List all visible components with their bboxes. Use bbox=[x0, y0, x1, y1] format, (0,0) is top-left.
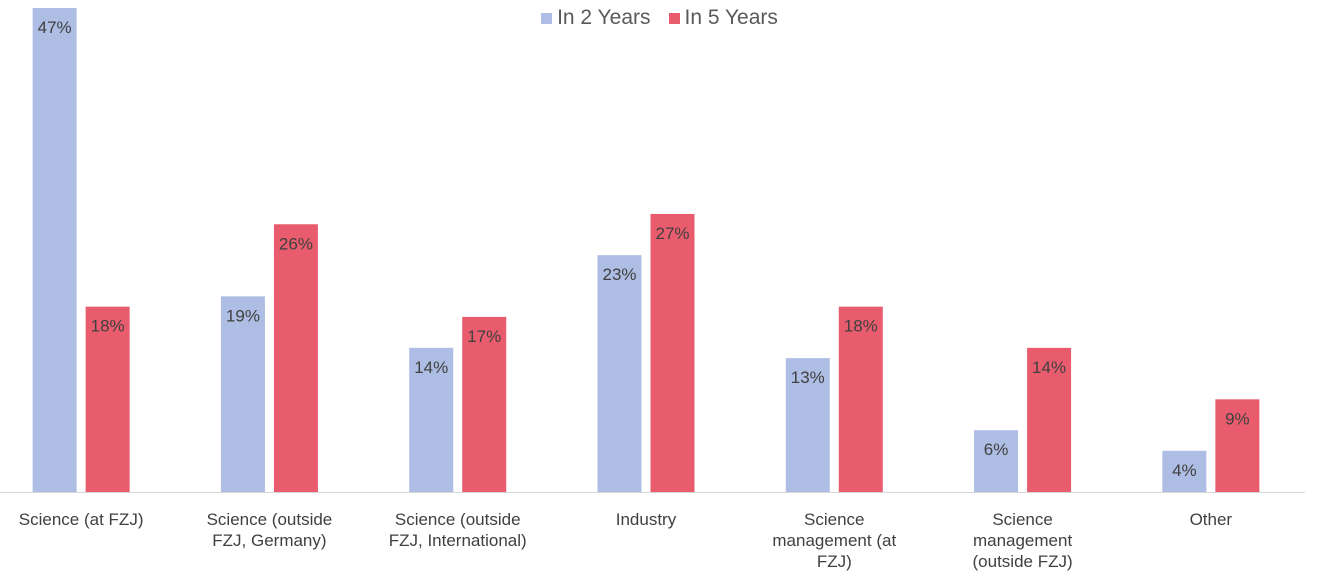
category-label-line: Industry bbox=[616, 510, 677, 529]
category-label-1: Science (outside FZJ, Germany) bbox=[207, 510, 333, 550]
bar-in-2-years-3 bbox=[597, 255, 642, 492]
data-label-in-5-years-3: 27% bbox=[655, 224, 689, 243]
data-label-in-2-years-4: 13% bbox=[791, 368, 825, 387]
data-label-in-2-years-2: 14% bbox=[414, 358, 448, 377]
data-label-in-5-years-6: 9% bbox=[1225, 409, 1250, 428]
category-label-line: management bbox=[973, 531, 1073, 550]
category-label-2: Science (outside FZJ, International) bbox=[389, 510, 527, 550]
data-label-in-2-years-1: 19% bbox=[226, 306, 260, 325]
legend-label-in-2-years: In 2 Years bbox=[557, 6, 651, 29]
category-label-line: Science (at FZJ) bbox=[19, 510, 144, 529]
data-label-in-2-years-6: 4% bbox=[1172, 461, 1197, 480]
category-label-line: Science (outside bbox=[207, 510, 333, 529]
bar-in-5-years-1 bbox=[273, 224, 318, 493]
category-label-0: Science (at FZJ) bbox=[19, 510, 144, 529]
data-label-in-5-years-4: 18% bbox=[844, 317, 878, 336]
legend-item-in-2-years: In 2 Years bbox=[541, 6, 651, 30]
category-label-line: FZJ) bbox=[817, 552, 852, 571]
legend-item-in-5-years: In 5 Years bbox=[668, 6, 778, 30]
bar-in-2-years-6 bbox=[1162, 450, 1207, 492]
category-label-line: Science bbox=[992, 510, 1052, 529]
bar-in-5-years-3 bbox=[650, 213, 695, 492]
category-label-line: Science (outside bbox=[395, 510, 521, 529]
bar-in-2-years-4 bbox=[785, 358, 830, 492]
category-label-line: Science bbox=[804, 510, 864, 529]
data-label-in-5-years-5: 14% bbox=[1032, 358, 1066, 377]
category-label-3: Industry bbox=[616, 510, 677, 529]
legend: In 2 Years In 5 Years bbox=[0, 6, 1319, 30]
bar-in-2-years-2 bbox=[409, 347, 454, 492]
data-label-in-5-years-1: 26% bbox=[279, 234, 313, 253]
bar-in-2-years-1 bbox=[220, 296, 265, 492]
category-label-line: (outside FZJ) bbox=[973, 552, 1073, 571]
data-label-in-2-years-5: 6% bbox=[984, 440, 1009, 459]
category-label-line: management (at bbox=[772, 531, 896, 550]
data-label-in-2-years-0: 47% bbox=[38, 18, 72, 37]
legend-label-in-5-years: In 5 Years bbox=[684, 6, 778, 29]
legend-swatch-in-5-years bbox=[668, 12, 680, 24]
category-label-6: Other bbox=[1190, 510, 1233, 529]
legend-swatch-in-2-years bbox=[541, 12, 553, 24]
data-label-in-5-years-0: 18% bbox=[91, 317, 125, 336]
category-label-5: Science management (outside FZJ) bbox=[973, 510, 1073, 571]
bar-in-5-years-4 bbox=[838, 306, 883, 492]
bar-in-5-years-0 bbox=[85, 306, 130, 492]
category-label-line: FZJ, International) bbox=[389, 531, 527, 550]
bar-in-2-years-0 bbox=[32, 8, 77, 492]
category-label-4: Science management (at FZJ) bbox=[772, 510, 896, 571]
bar-in-5-years-2 bbox=[462, 316, 507, 492]
bar-in-5-years-5 bbox=[1027, 347, 1072, 492]
data-label-in-2-years-3: 23% bbox=[602, 265, 636, 284]
bar-in-5-years-6 bbox=[1215, 399, 1260, 492]
category-label-line: FZJ, Germany) bbox=[212, 531, 326, 550]
bar-in-2-years-5 bbox=[974, 430, 1019, 492]
category-label-line: Other bbox=[1190, 510, 1233, 529]
data-label-in-5-years-2: 17% bbox=[467, 327, 501, 346]
